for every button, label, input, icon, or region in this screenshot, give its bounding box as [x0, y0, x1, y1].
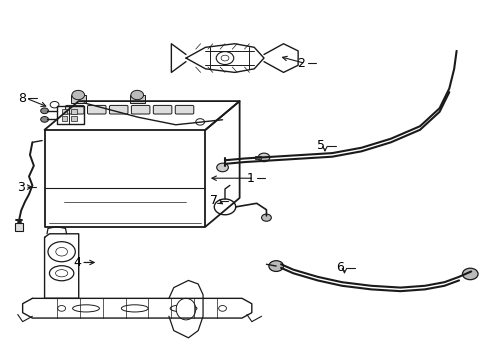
Bar [71, 109, 77, 114]
Ellipse shape [56, 270, 68, 277]
FancyBboxPatch shape [87, 105, 106, 114]
Circle shape [41, 117, 48, 122]
FancyBboxPatch shape [131, 105, 150, 114]
Text: 1: 1 [246, 172, 254, 185]
Circle shape [48, 242, 75, 262]
Bar [15, 223, 23, 231]
Text: 8: 8 [18, 92, 26, 105]
Bar [255, 156, 261, 159]
Circle shape [268, 261, 283, 271]
Circle shape [56, 247, 67, 256]
Circle shape [195, 119, 204, 125]
Ellipse shape [49, 266, 74, 281]
Bar [71, 95, 85, 103]
Circle shape [216, 163, 228, 172]
Ellipse shape [170, 305, 197, 312]
Circle shape [72, 90, 84, 100]
Circle shape [261, 214, 271, 221]
FancyBboxPatch shape [153, 105, 171, 114]
Circle shape [258, 153, 269, 162]
Ellipse shape [121, 305, 148, 312]
Circle shape [462, 268, 477, 280]
Circle shape [131, 90, 143, 100]
Text: 5: 5 [316, 139, 325, 152]
Text: 6: 6 [336, 261, 344, 274]
Bar [71, 116, 77, 121]
Ellipse shape [176, 298, 195, 320]
Circle shape [221, 55, 228, 61]
Text: 4: 4 [73, 256, 81, 269]
Bar [61, 109, 67, 114]
Circle shape [218, 306, 226, 311]
Bar [61, 116, 67, 121]
Text: 2: 2 [297, 57, 305, 70]
Text: 3: 3 [17, 181, 25, 194]
FancyBboxPatch shape [175, 105, 193, 114]
Circle shape [41, 108, 48, 114]
Text: 7: 7 [209, 194, 217, 207]
Ellipse shape [73, 305, 99, 312]
Circle shape [50, 102, 59, 108]
Circle shape [58, 306, 65, 311]
Circle shape [216, 51, 233, 64]
Bar [130, 95, 144, 103]
FancyBboxPatch shape [65, 105, 84, 114]
FancyBboxPatch shape [109, 105, 128, 114]
